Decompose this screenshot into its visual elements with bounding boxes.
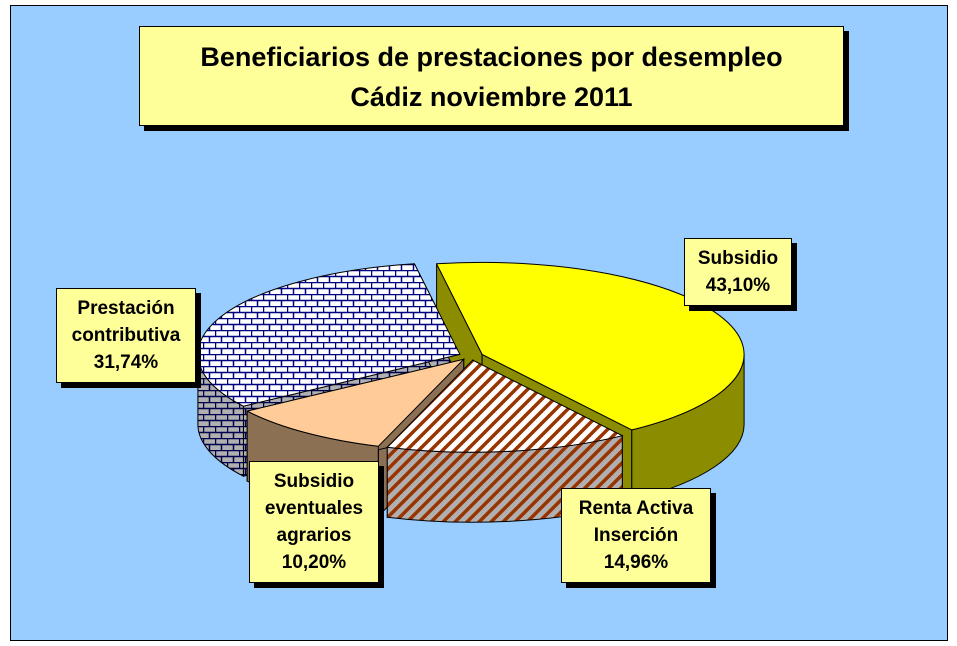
- chart-subtitle: Cádiz noviembre 2011: [350, 82, 633, 112]
- slice: [435, 261, 745, 431]
- category-label: Subsidio: [697, 248, 779, 269]
- slice: [386, 359, 624, 453]
- title-box: Beneficiarios de prestaciones por desemp…: [139, 26, 844, 126]
- value-label: 43,10%: [705, 275, 771, 296]
- category-label: Subsidio eventuales agrarios: [264, 471, 364, 546]
- category-label: Renta Activa Inserción: [578, 498, 694, 546]
- slice-tops: [197, 261, 745, 453]
- chart-title: Beneficiarios de prestaciones por desemp…: [200, 42, 783, 72]
- slice-label: Renta Activa Inserción 14,96%: [561, 488, 711, 583]
- value-label: 10,20%: [281, 552, 347, 573]
- value-label: 14,96%: [603, 552, 669, 573]
- slice-label: Prestación contributiva 31,74%: [56, 288, 196, 383]
- chart-area: Beneficiarios de prestaciones por desemp…: [10, 5, 948, 641]
- slice-label: Subsidio 43,10%: [684, 238, 792, 306]
- slice: [245, 358, 466, 447]
- slice-label: Subsidio eventuales agrarios 10,20%: [249, 461, 379, 583]
- slice: [197, 263, 461, 407]
- value-label: 31,74%: [93, 352, 159, 373]
- category-label: Prestación contributiva: [71, 298, 181, 346]
